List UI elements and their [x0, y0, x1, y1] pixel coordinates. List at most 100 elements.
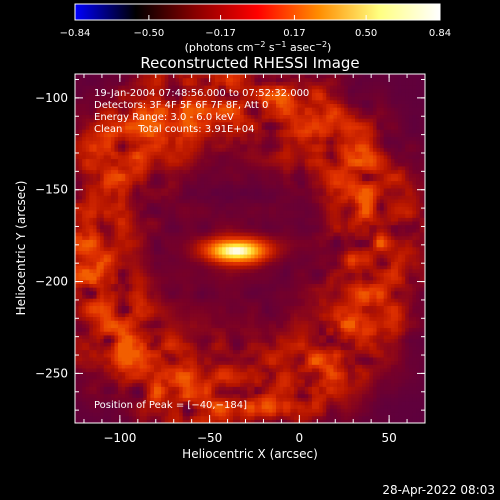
heatmap-cell — [218, 364, 223, 369]
heatmap-cell — [240, 386, 245, 391]
heatmap-cell — [222, 162, 227, 167]
heatmap-cell — [200, 169, 205, 174]
heatmap-cell — [128, 217, 134, 222]
heatmap-cell — [229, 400, 234, 406]
heatmap-cell — [118, 228, 123, 233]
heatmap-cell — [150, 103, 155, 108]
heatmap-cell — [103, 272, 108, 277]
heatmap-cell — [261, 290, 266, 296]
heatmap-cell — [92, 349, 98, 354]
heatmap-cell — [182, 404, 187, 409]
heatmap-cell — [179, 349, 184, 354]
heatmap-cell — [139, 228, 144, 233]
heatmap-cell — [143, 114, 148, 119]
heatmap-cell — [243, 290, 248, 296]
heatmap-cell — [92, 254, 98, 259]
heatmap-cell — [121, 110, 126, 116]
heatmap-cell — [218, 408, 223, 413]
heatmap-cell — [164, 411, 169, 417]
heatmap-cell — [153, 246, 159, 251]
heatmap-cell — [78, 239, 83, 244]
heatmap-cell — [103, 184, 108, 189]
heatmap-cell — [258, 198, 263, 204]
heatmap-cell — [89, 323, 94, 329]
heatmap-cell — [229, 364, 234, 369]
heatmap-cell — [107, 272, 112, 277]
heatmap-cell — [258, 239, 263, 244]
heatmap-cell — [157, 342, 162, 347]
heatmap-cell — [189, 165, 195, 171]
heatmap-cell — [75, 265, 80, 270]
heatmap-cell — [157, 151, 162, 156]
heatmap-cell — [85, 96, 90, 101]
heatmap-cell — [85, 77, 90, 82]
heatmap-cell — [197, 265, 202, 270]
heatmap-cell — [89, 154, 94, 160]
heatmap-cell — [189, 415, 195, 420]
heatmap-cell — [146, 110, 151, 116]
heatmap-cell — [240, 206, 245, 211]
heatmap-cell — [200, 125, 205, 130]
heatmap-cell — [254, 154, 259, 160]
heatmap-cell — [182, 316, 187, 321]
heatmap-cell — [75, 301, 80, 307]
heatmap-cell — [232, 74, 238, 79]
heatmap-cell — [229, 114, 234, 119]
heatmap-cell — [89, 309, 94, 314]
heatmap-cell — [193, 257, 198, 262]
heatmap-cell — [89, 140, 94, 145]
heatmap-cell — [121, 165, 126, 171]
heatmap-cell — [193, 176, 198, 182]
heatmap-cell — [136, 209, 141, 215]
heatmap-cell — [175, 360, 180, 365]
heatmap-cell — [179, 345, 184, 351]
heatmap-cell — [146, 415, 151, 420]
heatmap-cell — [171, 173, 177, 178]
heatmap-cell — [254, 118, 259, 123]
heatmap-cell — [107, 224, 112, 229]
heatmap-cell — [157, 298, 162, 303]
heatmap-cell — [207, 231, 213, 237]
heatmap-cell — [85, 121, 90, 127]
heatmap-cell — [150, 202, 155, 207]
heatmap-cell — [215, 85, 220, 90]
heatmap-cell — [182, 81, 187, 86]
heatmap-cell — [211, 397, 216, 402]
heatmap-cell — [240, 309, 245, 314]
heatmap-cell — [232, 276, 238, 281]
heatmap-cell — [182, 272, 187, 277]
heatmap-cell — [179, 191, 184, 196]
heatmap-cell — [107, 386, 112, 391]
heatmap-cell — [118, 169, 123, 174]
heatmap-cell — [229, 169, 234, 174]
heatmap-cell — [254, 121, 259, 127]
heatmap-cell — [132, 419, 137, 423]
heatmap-cell — [222, 290, 227, 296]
heatmap-cell — [197, 209, 202, 215]
heatmap-cell — [118, 114, 123, 119]
heatmap-cell — [150, 272, 155, 277]
heatmap-cell — [114, 272, 119, 277]
heatmap-cell — [200, 404, 205, 409]
heatmap-cell — [168, 140, 173, 145]
heatmap-cell — [164, 220, 169, 226]
heatmap-cell — [193, 239, 198, 244]
heatmap-cell — [232, 239, 238, 244]
heatmap-cell — [218, 151, 223, 156]
heatmap-cell — [193, 283, 198, 288]
heatmap-cell — [103, 143, 108, 149]
heatmap-cell — [139, 246, 144, 251]
heatmap-cell — [136, 356, 141, 362]
heatmap-cell — [236, 235, 241, 240]
heatmap-cell — [232, 290, 238, 296]
heatmap-cell — [100, 140, 105, 145]
heatmap-cell — [236, 147, 241, 152]
heatmap-cell — [193, 265, 198, 270]
heatmap-cell — [82, 279, 87, 284]
heatmap-cell — [193, 305, 198, 310]
heatmap-cell — [222, 107, 227, 112]
heatmap-cell — [89, 312, 94, 318]
heatmap-cell — [225, 334, 230, 340]
heatmap-cell — [207, 202, 213, 207]
heatmap-cell — [146, 246, 151, 251]
